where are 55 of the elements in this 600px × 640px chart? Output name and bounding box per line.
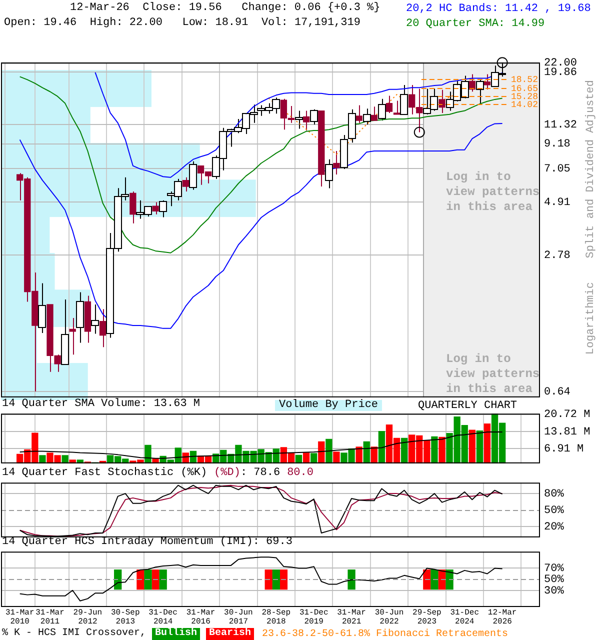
text: Volume By Price	[275, 399, 382, 411]
y-tick-label: 0.64	[544, 386, 571, 398]
chart-title: 12-Mar-26 Close: 19.56 Change: 0.06 {+0.3 %}	[70, 2, 380, 14]
x-tick-label: 29-Sep 2023	[412, 608, 442, 626]
y-tick-label: 9.18	[544, 138, 570, 151]
x-tick-label: 31-Mar 2021	[337, 608, 366, 626]
x-tick-label: 29-Jun 2012	[73, 608, 102, 626]
ref-line-label: 16.65	[510, 84, 538, 94]
chart-title: 14 Quarter Fast Stochastic	[2, 467, 174, 479]
ref-line-label: 14.02	[510, 100, 538, 110]
y-tick-label: 19.86	[544, 67, 578, 80]
series-label: (%D)	[214, 467, 240, 479]
y-tick-label: 50%	[544, 504, 564, 517]
y-tick-label: 20%	[544, 521, 564, 534]
y-tick-label: 30%	[544, 585, 564, 598]
y-tick-label: 70%	[544, 563, 564, 576]
y-tick-label: 2.78	[544, 250, 570, 262]
text: 20,2 HC Bands: 11.42 , 19.68	[406, 2, 591, 17]
chart-title: 14 Quarter SMA Volume: 13.63 M	[2, 398, 200, 410]
ref-line-label: 15.28	[510, 92, 538, 102]
y-axis-title: Split and Dividend Adjusted	[585, 80, 597, 258]
x-tick-label: 12-Mar 2026	[488, 608, 517, 626]
x-tick-label: 30-Jun 2017	[224, 608, 254, 626]
text: 20 Quarter SMA: 14.99	[406, 17, 546, 32]
x-tick-label: 31-Dec 2024	[450, 608, 480, 626]
y-tick-label: 13.81 M	[544, 426, 590, 438]
annotation: Log in to view patterns in this area	[446, 170, 540, 215]
x-tick-label: 31-Mar 2010	[5, 608, 34, 626]
x-tick-label: 31-Dec 2019	[299, 608, 328, 626]
chart-subtitle: Open: 19.46 High: 22.00 Low: 18.91 Vol: 17,191,319	[4, 17, 360, 29]
x-tick-label: 28-Sep 2018	[262, 608, 291, 626]
chart-title: 14 Quarter HCS Intraday Momentum (IMI): 69.3	[2, 536, 292, 548]
y-tick-label: 20.72 M	[544, 409, 590, 422]
text: QUARTERLY CHART	[418, 400, 518, 412]
y-tick-label: 11.32	[544, 119, 578, 132]
series-label: (%K)	[180, 467, 208, 479]
text: : 78.6	[240, 467, 280, 479]
y-tick-label: 7.05	[544, 163, 570, 176]
ref-line-label: 18.52	[510, 74, 538, 85]
x-tick-label: 30-Sep 2013	[110, 608, 140, 626]
legend-title: % K - HCS IMI Crossover,	[2, 628, 146, 640]
x-tick-label: 30-Jun 2022	[374, 608, 404, 626]
y-tick-label: 80%	[544, 488, 564, 500]
x-tick-label: 31-Dec 2014	[148, 608, 178, 626]
text: 80.0	[287, 467, 314, 479]
text: Logarithmic	[585, 282, 597, 355]
x-tick-label: 31-Mar 2016	[186, 608, 216, 626]
text: Bullish	[152, 628, 200, 640]
text: Bearish	[206, 628, 254, 640]
x-tick-label: 31-Mar 2011	[36, 608, 65, 626]
y-tick-label: 6.91 M	[544, 444, 584, 456]
y-tick-label: 4.91	[544, 196, 571, 209]
y-tick-label: 50%	[544, 574, 564, 586]
text: 23.6-38.2-50-61.8% Fibonacci Retracements	[262, 629, 508, 640]
annotation: Log in to view patterns in this area	[446, 352, 540, 397]
